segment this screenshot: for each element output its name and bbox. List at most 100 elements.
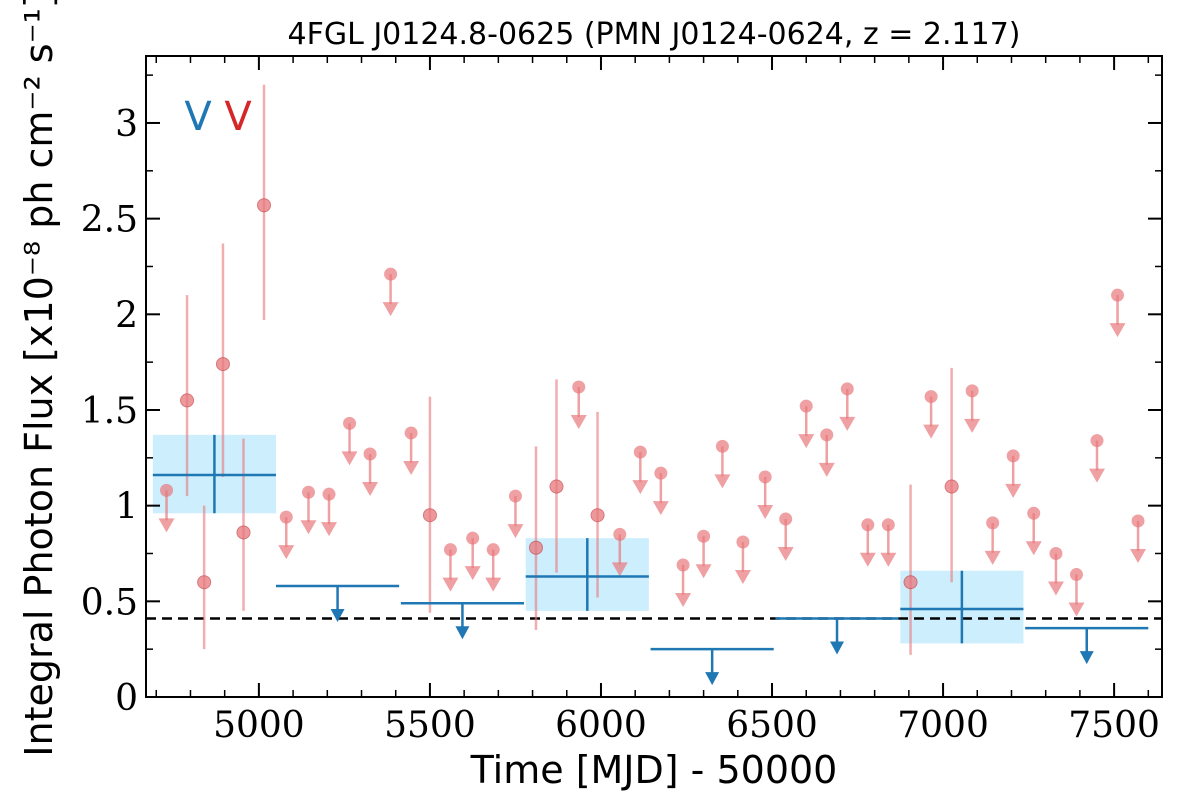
red-upper-limit-arrow [695, 564, 712, 579]
red-upper-limit-point [715, 439, 729, 453]
blue-upper-limit-arrow [705, 672, 720, 686]
red-upper-limit-point [779, 512, 793, 526]
red-data-point [215, 357, 230, 372]
red-upper-limit-arrow [632, 480, 649, 495]
red-data-point [257, 198, 272, 213]
red-upper-limit-point [384, 267, 398, 281]
red-upper-limit-arrow [923, 424, 940, 439]
red-upper-limit-point [633, 445, 647, 459]
red-upper-limit-arrow [1109, 323, 1126, 338]
red-upper-limit-point [363, 447, 377, 461]
red-upper-limit-arrow [158, 518, 175, 533]
y-tick-label: 1.5 [81, 391, 138, 432]
red-upper-limit-point [443, 543, 457, 557]
red-upper-limit-point [572, 380, 586, 394]
red-upper-limit-arrow [964, 418, 981, 433]
red-upper-limit-arrow [714, 474, 731, 489]
red-data-point [180, 393, 195, 408]
red-upper-limit-arrow [570, 415, 587, 430]
red-data-point [236, 525, 251, 540]
axes: 5000 5500 6000 6500 7000 7500 0 0.5 1 1.5 2 2.5 3 [81, 56, 1162, 746]
red-upper-limit-arrow [321, 522, 338, 537]
red-upper-limit-point [466, 531, 480, 545]
red-upper-limit-point [301, 485, 315, 499]
x-axis-title: Time [MJD] - 50000 [470, 748, 838, 792]
x-tick-label: 7500 [1068, 705, 1160, 746]
red-upper-limit-arrow [382, 302, 399, 317]
red-upper-limit-point [1006, 449, 1020, 463]
red-upper-limit-point [676, 558, 690, 572]
red-upper-limit-point [1049, 546, 1063, 560]
red-upper-limit-point [861, 518, 875, 532]
red-upper-limit-point [1131, 514, 1145, 528]
x-tick-label: 5500 [384, 705, 476, 746]
red-upper-limit-arrow [777, 547, 794, 562]
x-tick-label: 6000 [555, 705, 647, 746]
red-upper-limit-point [486, 543, 500, 557]
red-upper-limit-point [613, 527, 627, 541]
red-data-point [903, 575, 918, 590]
blue-upper-limit-arrow [1079, 651, 1094, 665]
red-upper-limit-point [1090, 434, 1104, 448]
y-tick-label: 2.5 [81, 200, 138, 241]
red-upper-limit-point [1111, 288, 1125, 302]
red-upper-limit-point [654, 466, 668, 480]
red-upper-limit-point [986, 516, 1000, 530]
y-tick-label: 3 [115, 104, 138, 145]
red-upper-limit-arrow [880, 552, 897, 567]
variability-flag: V [224, 94, 252, 140]
red-upper-limit-arrow [278, 545, 295, 560]
chart-title: 4FGL J0124.8-0625 (PMN J0124-0624, z = 2… [287, 17, 1020, 52]
y-axis-title: Integral Photon Flux [x10⁻⁸ ph cm⁻² s⁻¹] [17, 0, 61, 757]
red-upper-limit-arrow [341, 451, 358, 466]
red-upper-limit-arrow [300, 520, 317, 535]
plot-frame [145, 55, 1163, 698]
plot-area [146, 434, 1162, 644]
y-tick-label: 1 [115, 487, 138, 528]
red-upper-limit-point [881, 518, 895, 532]
red-upper-limit-arrow [984, 550, 1001, 565]
red-upper-limit-arrow [1025, 541, 1042, 556]
red-upper-limit-arrow [818, 462, 835, 477]
x-tick-label: 6500 [726, 705, 818, 746]
red-upper-limit-arrow [1047, 581, 1064, 596]
red-upper-limit-arrow [1005, 483, 1022, 498]
red-data-point [422, 508, 437, 523]
red-upper-limit-point [160, 483, 174, 497]
red-upper-limit-point [820, 428, 834, 442]
red-upper-limit-point [840, 382, 854, 396]
red-upper-limit-arrow [611, 562, 628, 577]
red-upper-limit-arrow [1068, 602, 1085, 617]
red-upper-limit-arrow [675, 592, 692, 607]
blue-upper-limit-arrow [830, 641, 845, 655]
red-upper-limit-arrow [1089, 468, 1106, 483]
red-upper-limit-point [1027, 506, 1041, 520]
red-upper-limit-arrow [734, 570, 751, 585]
red-upper-limit-point [343, 416, 357, 430]
red-data-point [197, 575, 212, 590]
red-upper-limit-point [279, 510, 293, 524]
red-upper-limit-point [322, 487, 336, 501]
red-upper-limit-arrow [839, 416, 856, 431]
blue-upper-limit-arrow [330, 609, 345, 623]
red-data-point [549, 479, 564, 494]
variability-flag: V [184, 94, 212, 140]
red-upper-limit-point [508, 489, 522, 503]
red-upper-limit-arrow [485, 577, 502, 592]
data-marks [152, 84, 1149, 686]
red-upper-limit-arrow [507, 524, 524, 539]
red-data-point [528, 540, 543, 555]
red-data-point [944, 479, 959, 494]
red-upper-limit-point [736, 535, 750, 549]
x-tick-label: 7000 [897, 705, 989, 746]
blue-upper-limit-arrow [455, 626, 470, 640]
red-upper-limit-arrow [859, 552, 876, 567]
y-tick-label: 2 [115, 295, 138, 336]
red-upper-limit-point [697, 529, 711, 543]
red-upper-limit-arrow [442, 577, 459, 592]
red-upper-limit-point [404, 426, 418, 440]
red-upper-limit-arrow [652, 501, 669, 516]
red-upper-limit-arrow [1130, 548, 1147, 563]
red-upper-limit-arrow [464, 566, 481, 581]
